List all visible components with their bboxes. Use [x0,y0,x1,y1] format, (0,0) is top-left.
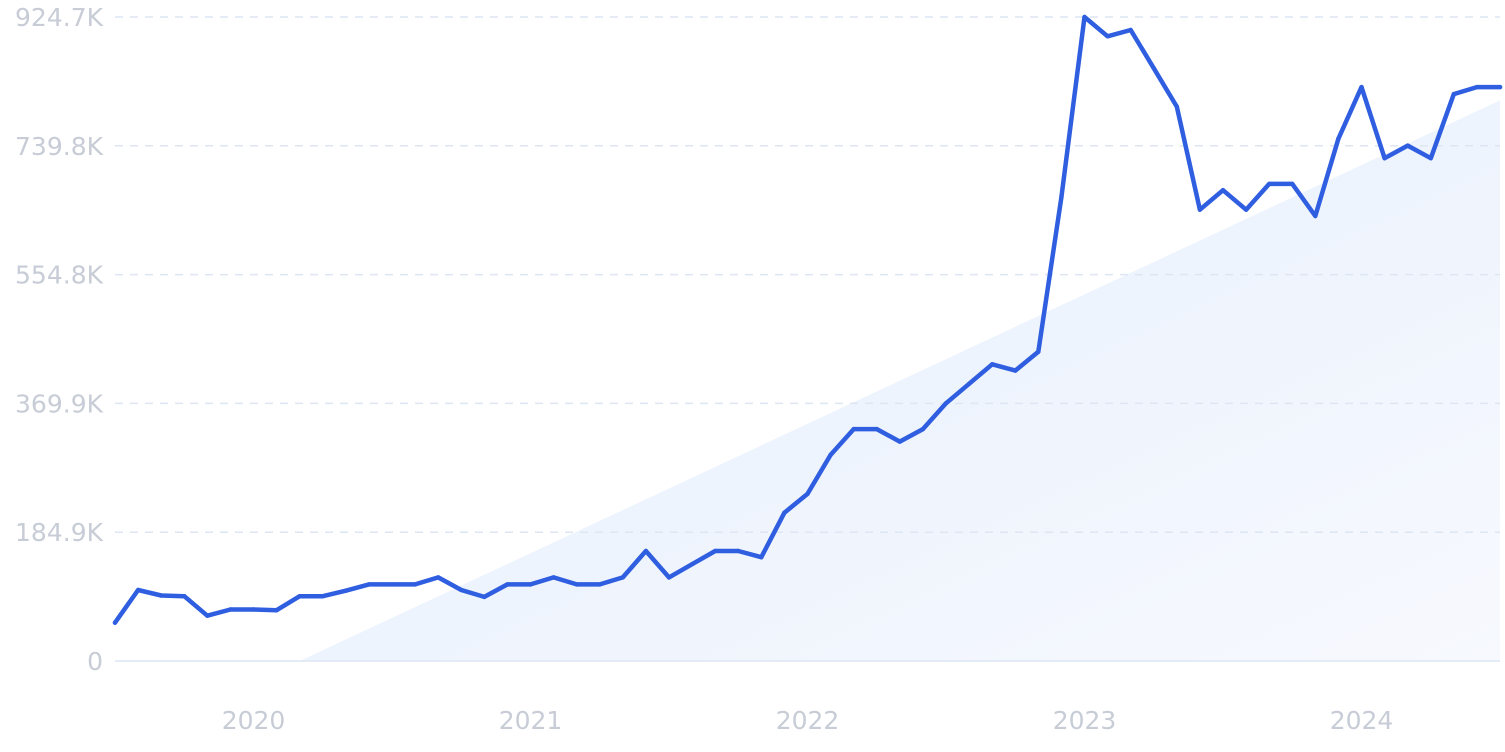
data-point [805,491,810,497]
data-point [528,582,533,587]
data-point [182,594,187,599]
data-point [1382,156,1387,161]
x-tick-label: 2020 [222,706,286,735]
data-point [897,439,902,444]
data-point [320,594,325,599]
data-point [1405,143,1410,148]
data-point [1174,104,1180,109]
data-point [1359,84,1364,90]
data-point [1313,213,1318,219]
data-point [436,575,441,580]
x-tick-label: 2024 [1330,706,1394,735]
data-point [990,362,995,367]
grid-layer [115,16,1500,662]
trend-area [299,100,1501,661]
data-point [159,593,164,598]
data-point [135,587,141,593]
data-point [412,582,418,587]
data-point [505,582,510,587]
x-tick-label: 2022 [776,706,840,735]
y-tick-label: 184.9K [15,518,104,547]
data-point [1082,14,1087,20]
data-point [620,575,625,580]
data-point [1474,84,1480,90]
data-point [343,588,348,593]
data-point [1128,27,1133,33]
data-point [1290,181,1295,187]
x-tick-label: 2021 [499,706,563,735]
data-point [297,594,302,599]
trend-area-layer [299,100,1501,661]
data-point [643,548,649,554]
data-point [274,608,279,613]
data-point [389,582,395,587]
data-point [1013,368,1018,373]
data-point [1267,181,1272,187]
data-point [551,575,556,580]
data-point [782,510,787,515]
x-axis: 2020 2021 2022 2023 2024 [222,706,1394,735]
data-point [112,620,118,625]
data-point [1243,207,1249,212]
data-point [736,548,741,554]
series-layer [112,14,1503,625]
data-point [482,594,487,600]
data-point [1220,188,1226,193]
data-point [1036,349,1041,354]
data-point [597,582,602,587]
data-point [828,452,833,458]
data-point [713,548,718,554]
y-tick-label: 924.7K [15,3,104,32]
data-point [1428,156,1434,161]
data-point [228,607,233,612]
x-tick-label: 2023 [1053,706,1117,735]
data-point [851,426,856,432]
data-point [1451,91,1457,97]
data-point [1059,195,1064,200]
data-point [759,555,764,560]
data-point [1336,136,1341,141]
data-point [920,426,926,432]
data-point [205,613,210,618]
y-tick-label: 554.8K [15,261,104,290]
data-point [1497,84,1503,90]
y-tick-label: 0 [87,647,103,676]
data-point [1197,207,1203,212]
data-point [574,582,579,587]
y-axis: 0 184.9K 369.9K 554.8K 739.8K 924.7K [15,3,104,676]
data-point [874,426,879,432]
data-point [366,582,372,587]
data-point [943,401,949,406]
data-point [966,381,972,386]
data-point [689,562,695,567]
data-point [1151,66,1157,71]
data-point [666,575,672,580]
data-point [1105,34,1110,39]
data-point [251,607,256,612]
data-point [459,587,464,593]
y-tick-label: 369.9K [15,389,104,418]
y-tick-label: 739.8K [15,132,104,161]
